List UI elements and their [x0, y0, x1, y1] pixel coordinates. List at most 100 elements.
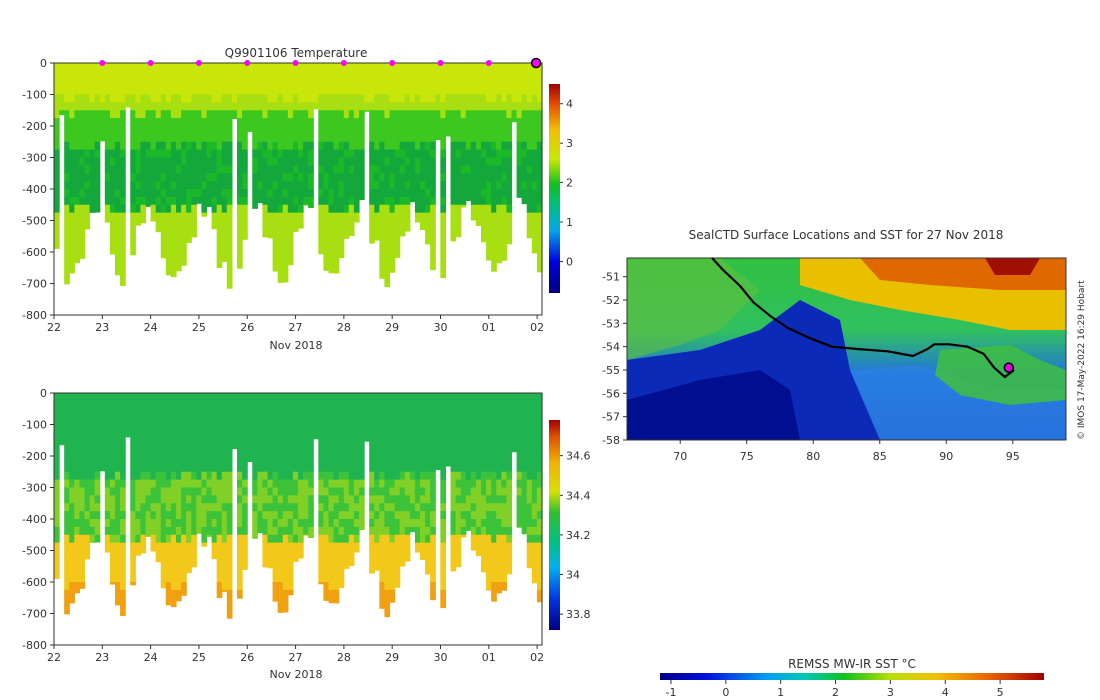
temperature-cell: [130, 196, 136, 206]
temperature-cell: [170, 78, 177, 88]
temperature-cell: [450, 102, 457, 111]
temperature-cell: [531, 228, 538, 237]
salinity-cell: [394, 432, 401, 441]
temperature-cell: [440, 236, 447, 245]
temperature-cell: [104, 173, 111, 182]
temperature-cell: [257, 78, 264, 88]
salinity-cell: [237, 558, 243, 567]
temperature-cell: [516, 196, 523, 198]
salinity-cell: [69, 479, 75, 489]
temperature-cell: [430, 133, 436, 143]
salinity-cell: [242, 550, 248, 559]
temperature-cell: [165, 189, 172, 198]
salinity-cell: [384, 558, 391, 567]
salinity-cell: [379, 526, 386, 536]
salinity-cell: [430, 519, 436, 528]
temperature-cell: [389, 165, 396, 174]
salinity-cell: [109, 440, 116, 449]
temperature-cell: [226, 283, 233, 289]
temperature-x-tick-label: 25: [192, 321, 206, 334]
salinity-cell: [94, 503, 101, 512]
salinity-cell: [430, 440, 436, 449]
temperature-cell: [328, 70, 335, 80]
salinity-cell: [84, 456, 91, 465]
temperature-cell: [343, 181, 350, 190]
temperature-cell: [303, 181, 309, 190]
temperature-cell: [516, 141, 523, 151]
temperature-cell: [359, 63, 365, 72]
temperature-cell: [155, 212, 162, 222]
temperature-cell: [374, 196, 380, 206]
salinity-x-tick-label: 27: [289, 651, 303, 664]
salinity-cell: [181, 495, 187, 504]
salinity-cell: [496, 471, 502, 481]
temperature-cell: [237, 204, 243, 214]
temperature-cell: [420, 126, 426, 135]
temperature-cell: [79, 236, 86, 245]
temperature-cell: [160, 204, 167, 214]
temperature-cell: [496, 70, 502, 80]
salinity-cell: [318, 495, 325, 504]
salinity-cell: [59, 408, 65, 418]
salinity-cell: [84, 519, 91, 528]
salinity-cell: [170, 605, 177, 608]
temperature-cell: [323, 165, 330, 174]
temperature-cell: [140, 102, 147, 111]
temperature-cell: [74, 157, 81, 166]
temperature-cell: [165, 259, 172, 269]
temperature-cell: [237, 94, 243, 103]
temperature-cell: [359, 173, 365, 182]
temperature-cell: [460, 78, 467, 88]
salinity-cell: [394, 542, 401, 552]
salinity-cell: [226, 558, 233, 567]
temperature-cell: [430, 70, 436, 80]
salinity-cell: [369, 432, 375, 441]
salinity-cell: [526, 558, 533, 567]
salinity-cell: [511, 400, 518, 410]
temperature-cell: [104, 110, 111, 119]
temperature-cell: [165, 126, 172, 135]
salinity-cell: [389, 519, 396, 528]
temperature-cell: [491, 173, 497, 182]
temperature-cell: [465, 118, 472, 127]
temperature-cell: [176, 189, 182, 198]
salinity-cell: [277, 456, 284, 465]
temperature-cell: [231, 118, 238, 120]
salinity-cell: [181, 424, 187, 433]
salinity-cell: [257, 471, 264, 481]
salinity-cell: [460, 456, 467, 465]
salinity-cell: [328, 582, 335, 591]
temperature-cell: [79, 196, 86, 206]
temperature-cell: [74, 252, 81, 261]
temperature-cell: [486, 189, 492, 198]
salinity-cell: [89, 511, 96, 520]
temperature-cell: [420, 220, 426, 229]
salinity-cell: [298, 424, 304, 433]
temperature-cell: [333, 70, 340, 80]
temperature-cell: [221, 94, 228, 103]
temperature-cell: [84, 173, 91, 182]
temperature-cell: [526, 63, 533, 72]
salinity-cell: [165, 487, 172, 496]
salinity-cell: [501, 534, 508, 544]
temperature-cell: [277, 267, 284, 277]
salinity-cell: [323, 597, 330, 601]
salinity-cell: [176, 432, 182, 441]
salinity-cell: [384, 574, 391, 583]
salinity-cell: [145, 463, 152, 473]
temperature-cell: [374, 63, 380, 72]
temperature-cell: [430, 78, 436, 88]
salinity-cell: [389, 432, 396, 441]
temperature-cell: [170, 173, 177, 182]
salinity-cell: [384, 400, 391, 410]
salinity-cell: [348, 550, 355, 559]
temperature-cell: [496, 149, 502, 159]
temperature-cell: [54, 141, 60, 151]
temperature-cell: [506, 63, 513, 72]
temperature-cell: [440, 259, 447, 269]
temperature-cell: [145, 63, 152, 72]
salinity-cell: [404, 432, 411, 441]
salinity-cell: [338, 503, 345, 512]
salinity-cell: [181, 558, 187, 567]
